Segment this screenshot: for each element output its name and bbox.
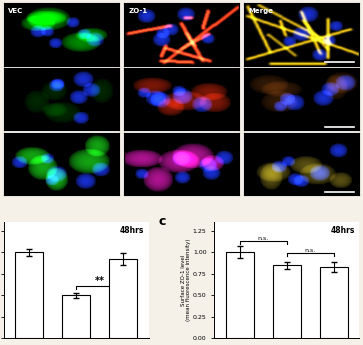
Bar <box>273 265 301 338</box>
Text: 48hrs: 48hrs <box>120 226 144 235</box>
Bar <box>15 252 44 338</box>
Y-axis label: Mock: Mock <box>0 27 1 42</box>
Text: ZO-1: ZO-1 <box>129 8 147 14</box>
Bar <box>62 295 90 338</box>
Text: **: ** <box>95 276 105 286</box>
Y-axis label: Aβ₁₋₄₂+DAPT: Aβ₁₋₄₂+DAPT <box>0 146 1 181</box>
Text: 48hrs: 48hrs <box>331 226 355 235</box>
Y-axis label: Surface ZO-1 level
(mean fluorescence intensity): Surface ZO-1 level (mean fluorescence in… <box>180 239 191 321</box>
Y-axis label: Aβ₁₋₄₂: Aβ₁₋₄₂ <box>0 91 1 107</box>
Text: n.s.: n.s. <box>305 248 316 253</box>
Text: c: c <box>159 215 166 228</box>
Text: n.s.: n.s. <box>258 236 269 241</box>
Bar <box>226 252 254 338</box>
Bar <box>109 259 137 338</box>
Bar <box>319 267 348 338</box>
Text: Merge: Merge <box>249 8 273 14</box>
Text: VEC: VEC <box>8 8 24 14</box>
